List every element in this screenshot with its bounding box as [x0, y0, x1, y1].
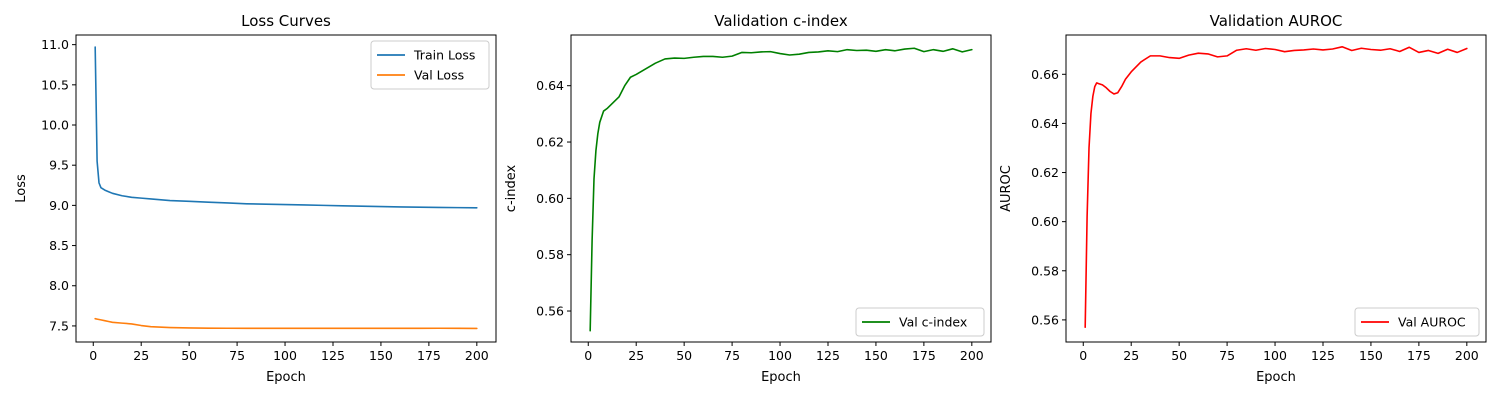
y-tick-label: 10.0	[41, 118, 69, 133]
x-tick-label: 25	[1123, 348, 1139, 363]
y-tick-label: 0.66	[1031, 67, 1059, 82]
x-tick-label: 125	[321, 348, 345, 363]
legend: Val c-index	[855, 307, 985, 337]
x-tick-label: 75	[724, 348, 740, 363]
y-tick-label: 0.64	[536, 78, 564, 93]
legend-label: Train Loss	[413, 48, 475, 63]
chart-title: Loss Curves	[241, 12, 331, 30]
plot-frame	[570, 34, 992, 343]
x-tick-label: 150	[864, 348, 888, 363]
legend-label: Val c-index	[899, 315, 967, 330]
legend-box	[1354, 307, 1480, 337]
x-tick-label: 125	[816, 348, 840, 363]
y-tick-label: 0.56	[1031, 312, 1059, 327]
x-tick-label: 175	[912, 348, 936, 363]
y-tick-label: 8.5	[49, 238, 69, 253]
x-axis-label: Epoch	[761, 370, 801, 385]
legend: Train Loss Val Loss	[370, 40, 490, 90]
x-tick-label: 100	[273, 348, 297, 363]
x-tick-label: 0	[1079, 348, 1087, 363]
legend: Val AUROC	[1354, 307, 1480, 337]
x-axis-label: Epoch	[266, 370, 306, 385]
y-tick-label: 9.0	[49, 198, 69, 213]
plot-frame	[75, 34, 497, 343]
x-tick-label: 125	[1311, 348, 1335, 363]
legend-box	[370, 40, 490, 90]
plot-frame	[1065, 34, 1487, 343]
x-tick-label: 175	[1407, 348, 1431, 363]
x-tick-label: 0	[89, 348, 97, 363]
legend-box	[855, 307, 985, 337]
chart-panel-3: Validation AUROC 0 25 50 75 100 125 150 175 200 0.…	[999, 12, 1487, 385]
y-axis-label: c-index	[504, 164, 519, 212]
y-tick-label: 0.62	[536, 135, 564, 150]
y-axis-label: Loss	[14, 174, 29, 203]
y-tick-label: 8.0	[49, 278, 69, 293]
x-tick-label: 25	[133, 348, 149, 363]
x-tick-label: 0	[584, 348, 592, 363]
series-line-train-loss	[94, 46, 478, 209]
y-tick-label: 0.60	[1031, 214, 1059, 229]
x-tick-label: 100	[1263, 348, 1287, 363]
x-tick-label: 25	[628, 348, 644, 363]
y-tick-label: 0.60	[536, 191, 564, 206]
y-tick-label: 11.0	[41, 37, 69, 52]
x-tick-label: 50	[181, 348, 197, 363]
series-line-val-auroc	[1084, 45, 1468, 329]
series-line-val-c-index	[589, 47, 973, 332]
x-tick-label: 75	[1219, 348, 1235, 363]
chart-title: Validation AUROC	[1210, 12, 1343, 30]
y-tick-label: 0.58	[536, 247, 564, 262]
chart-title: Validation c-index	[714, 12, 848, 30]
x-tick-label: 175	[417, 348, 441, 363]
y-axis-label: AUROC	[999, 165, 1014, 212]
x-tick-label: 50	[676, 348, 692, 363]
x-tick-label: 50	[1171, 348, 1187, 363]
y-tick-label: 7.5	[49, 318, 69, 333]
x-tick-label: 75	[229, 348, 245, 363]
y-tick-label: 10.5	[41, 77, 69, 92]
x-tick-label: 100	[768, 348, 792, 363]
y-tick-label: 0.64	[1031, 116, 1059, 131]
chart-panel-1: Loss Curves 0 25 50 75 100 125 150 175 200 7.5 8.0 8…	[14, 12, 497, 385]
x-tick-label: 150	[369, 348, 393, 363]
x-tick-label: 200	[1455, 348, 1479, 363]
y-tick-label: 9.5	[49, 158, 69, 173]
y-tick-label: 0.56	[536, 304, 564, 319]
legend-label: Val Loss	[414, 68, 464, 83]
y-tick-label: 0.62	[1031, 165, 1059, 180]
x-tick-label: 200	[465, 348, 489, 363]
y-tick-label: 0.58	[1031, 263, 1059, 278]
x-tick-label: 200	[960, 348, 984, 363]
x-axis-label: Epoch	[1256, 370, 1296, 385]
legend-label: Val AUROC	[1398, 315, 1466, 330]
x-tick-label: 150	[1359, 348, 1383, 363]
series-line-val-loss	[94, 317, 478, 330]
chart-panel-2: Validation c-index 0 25 50 75 100 125 150 175 200…	[504, 12, 992, 385]
